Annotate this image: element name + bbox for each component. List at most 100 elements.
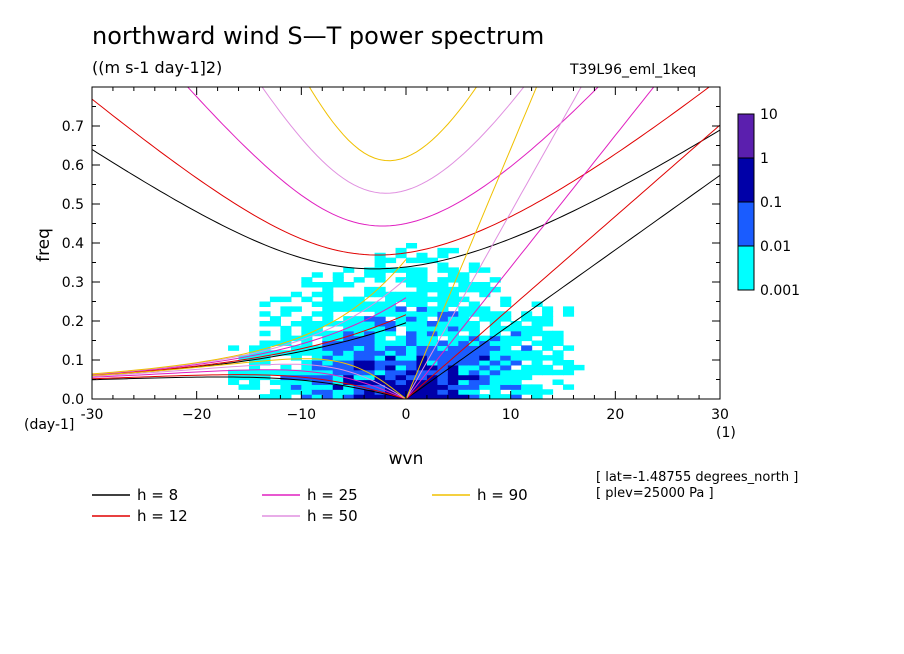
power-cell (280, 374, 292, 381)
power-cell (406, 369, 418, 376)
power-cell (290, 345, 302, 351)
power-cell (238, 369, 250, 376)
power-cell (311, 389, 323, 395)
power-cell (311, 311, 323, 317)
power-cell (332, 389, 344, 395)
power-cell (458, 316, 470, 322)
power-cell (426, 321, 438, 327)
power-cell (437, 267, 449, 273)
power-cell (259, 301, 271, 307)
power-cell (510, 369, 522, 376)
power-cell (249, 384, 261, 390)
power-cell (416, 282, 428, 288)
power-cell (259, 311, 271, 317)
power-cell (353, 340, 365, 346)
power-cell (364, 384, 376, 390)
power-cell (563, 345, 575, 351)
power-cell (437, 379, 449, 385)
power-cell (385, 394, 397, 399)
power-cell (290, 306, 302, 312)
power-cell (395, 374, 407, 381)
power-cell (364, 374, 376, 381)
power-cell (447, 360, 459, 366)
legend-label: h = 90 (477, 486, 528, 504)
power-cell (437, 311, 449, 317)
colorbar: 10 1 0.1 0.01 0.001 (737, 107, 800, 299)
power-cell (364, 369, 376, 376)
power-cell (552, 379, 564, 385)
rossby-curve (92, 374, 407, 399)
power-cell (426, 394, 438, 399)
power-cell (521, 330, 533, 337)
power-cell (301, 330, 313, 337)
power-cell (510, 360, 522, 366)
power-cell (364, 321, 376, 327)
power-cell (385, 311, 397, 317)
power-cell (353, 394, 365, 399)
power-cell (479, 286, 491, 293)
power-cell (332, 277, 344, 283)
power-cell (406, 291, 418, 298)
power-cell (322, 282, 334, 288)
power-cell (301, 321, 313, 327)
power-cell (468, 345, 480, 351)
power-cell (479, 350, 491, 356)
power-cell (458, 272, 470, 278)
power-cell (395, 389, 407, 395)
power-cell (437, 345, 449, 351)
power-cell (249, 369, 261, 376)
power-cell (426, 311, 438, 317)
power-cell (416, 340, 428, 346)
y-tick-label: 0.4 (62, 236, 84, 252)
power-cell (510, 374, 522, 381)
x-tick-label: 10 (502, 407, 520, 423)
power-cell (343, 364, 355, 371)
power-cell (406, 296, 418, 303)
power-cell (395, 364, 407, 371)
power-cell (489, 369, 501, 376)
power-cell (269, 296, 281, 303)
power-cell (437, 262, 449, 268)
power-cell (332, 345, 344, 351)
power-cell (416, 316, 428, 322)
power-cell (552, 340, 564, 346)
power-cell (468, 364, 480, 371)
power-cell (364, 364, 376, 371)
power-cell (364, 360, 376, 366)
power-cell (479, 369, 491, 376)
legend: h = 8 h = 12 h = 25 h = 50 h = 90 (92, 486, 528, 525)
power-cell (510, 379, 522, 385)
power-cell (322, 286, 334, 293)
power-cell (301, 394, 313, 399)
power-cell (542, 311, 554, 317)
power-cell (406, 282, 418, 288)
legend-label: h = 12 (137, 507, 188, 525)
power-cell (447, 316, 459, 322)
power-cell (395, 345, 407, 351)
power-cell (353, 330, 365, 337)
power-cell (259, 340, 271, 346)
power-cell (489, 316, 501, 322)
power-cell (500, 345, 512, 351)
power-cell (301, 282, 313, 288)
power-cell (447, 369, 459, 376)
power-cell (416, 355, 428, 361)
power-cell (479, 345, 491, 351)
power-cell (343, 321, 355, 327)
power-cell (458, 282, 470, 288)
power-cell (311, 325, 323, 332)
power-cell (468, 360, 480, 366)
power-cell (280, 389, 292, 395)
power-cell (374, 360, 386, 366)
power-cell (416, 394, 428, 399)
power-cell (322, 394, 334, 399)
power-cell (343, 360, 355, 366)
power-cell (447, 330, 459, 337)
power-cell (311, 282, 323, 288)
power-cell (521, 350, 533, 356)
power-cell (500, 355, 512, 361)
power-cell (479, 306, 491, 312)
power-cell (311, 374, 323, 381)
rossby-curve (92, 363, 407, 399)
power-cell (290, 355, 302, 361)
